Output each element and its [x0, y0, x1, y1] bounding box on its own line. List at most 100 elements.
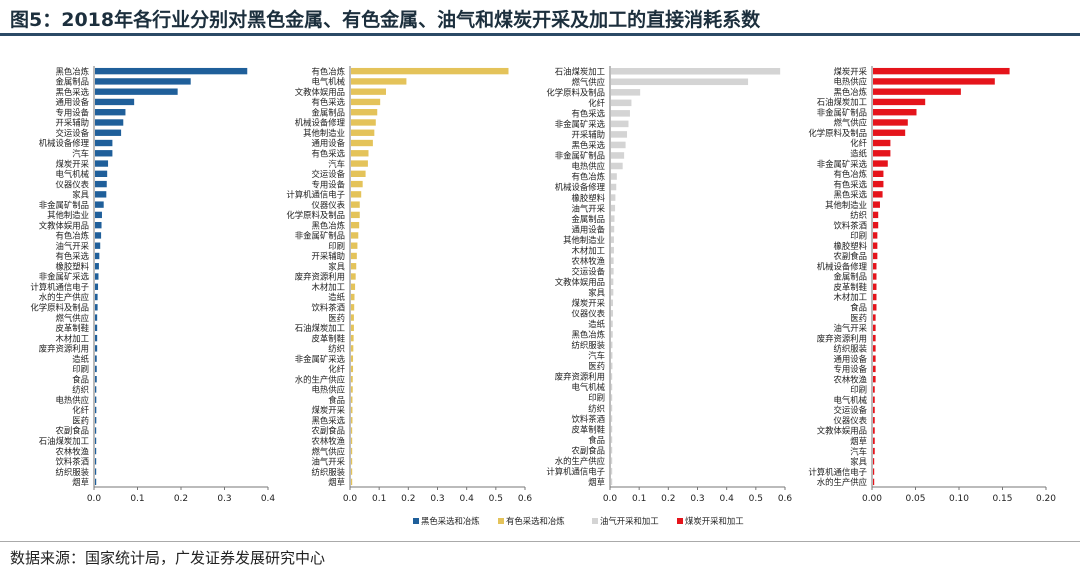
- chart-panel-2: 有色冶炼电气机械文教体娱用品有色采选金属制品机械设备修理其他制造业通用设备有色采…: [286, 66, 532, 504]
- x-tick-label: 0.20: [1036, 494, 1056, 504]
- x-tick-label: 0.5: [749, 494, 763, 504]
- bar: [873, 324, 876, 332]
- bar: [611, 478, 613, 485]
- category-label: 黑色采选: [56, 87, 90, 97]
- category-label: 水的生产供应: [555, 456, 605, 466]
- bar: [95, 293, 98, 301]
- category-label: 烟草: [72, 477, 89, 487]
- category-label: 医药: [850, 313, 867, 323]
- bar: [611, 404, 613, 412]
- bar: [351, 447, 353, 455]
- category-label: 电热供应: [572, 161, 606, 171]
- category-label: 纺织服装: [56, 467, 90, 477]
- category-label: 非金属矿采选: [555, 119, 606, 129]
- source-divider: [0, 541, 1080, 542]
- bar: [351, 334, 354, 342]
- bar: [95, 201, 104, 208]
- bar: [873, 98, 926, 106]
- category-label: 家具: [850, 457, 867, 467]
- bar: [95, 211, 102, 219]
- category-label: 印刷: [72, 364, 89, 374]
- category-label: 有色采选: [56, 251, 90, 261]
- bar: [611, 320, 613, 328]
- bar: [611, 152, 625, 159]
- category-label: 有色采选: [572, 109, 606, 119]
- bar: [351, 252, 357, 260]
- category-label: 化学原料及制品: [546, 88, 605, 98]
- title-divider: [0, 33, 1080, 36]
- bar: [351, 304, 355, 311]
- category-label: 水的生产供应: [817, 477, 867, 487]
- category-label: 计算机通信电子: [30, 282, 89, 292]
- bar: [95, 252, 100, 260]
- category-label: 农副食品: [56, 426, 90, 436]
- category-label: 有色采选: [312, 97, 346, 107]
- bar: [873, 201, 880, 208]
- category-label: 石油煤炭加工: [817, 97, 867, 107]
- category-label: 油气开采: [312, 457, 346, 467]
- category-label: 开采辅助: [56, 118, 90, 128]
- category-label: 食品: [850, 303, 867, 313]
- category-label: 农林牧渔: [312, 436, 346, 446]
- category-label: 交运设备: [56, 128, 90, 138]
- bar: [351, 160, 368, 167]
- bar: [611, 110, 630, 117]
- bar: [873, 211, 879, 219]
- bar: [873, 191, 883, 198]
- category-label: 文教体娱用品: [817, 426, 867, 436]
- bar: [873, 314, 876, 321]
- bar: [351, 437, 353, 444]
- x-tick-label: 0.3: [430, 494, 444, 504]
- bar: [873, 252, 878, 260]
- bar: [611, 162, 623, 170]
- category-label: 仪器仪表: [834, 415, 868, 425]
- category-label: 化学原料及制品: [808, 128, 867, 138]
- bar: [873, 119, 908, 126]
- bar: [873, 447, 875, 455]
- bar: [351, 232, 359, 239]
- bar: [351, 67, 509, 75]
- bar: [611, 225, 615, 233]
- category-label: 金属制品: [312, 107, 346, 117]
- category-label: 专用设备: [834, 364, 868, 374]
- chart-panel-3: 石油煤炭加工燃气供应化学原料及制品化纤有色采选非金属矿采选开采辅助黑色采选非金属…: [546, 66, 792, 504]
- bar: [873, 293, 877, 301]
- bar: [611, 246, 614, 254]
- category-label: 化纤: [328, 364, 345, 374]
- category-label: 家具: [72, 190, 89, 200]
- category-label: 橡胶塑料: [56, 261, 90, 271]
- category-label: 文教体娱用品: [295, 87, 345, 97]
- category-label: 皮革制鞋: [572, 424, 606, 434]
- bar: [351, 119, 376, 126]
- bar: [95, 98, 135, 106]
- bar: [873, 427, 875, 434]
- category-label: 非金属矿制品: [555, 151, 605, 161]
- bar: [95, 417, 97, 424]
- bar: [95, 396, 97, 403]
- bar: [351, 129, 375, 136]
- category-label: 农林牧渔: [572, 256, 606, 266]
- category-label: 电气机械: [312, 77, 346, 87]
- category-label: 家具: [588, 287, 605, 297]
- bar: [611, 352, 613, 359]
- bar: [873, 242, 878, 249]
- bar: [95, 376, 97, 383]
- category-label: 饮料茶酒: [834, 220, 868, 230]
- category-label: 橡胶塑料: [572, 193, 606, 203]
- bar: [95, 324, 98, 332]
- category-label: 木材加工: [572, 245, 606, 255]
- x-tick-label: 0.0: [603, 494, 618, 504]
- category-label: 燃气供应: [834, 118, 868, 128]
- bar: [95, 468, 97, 475]
- category-label: 油气开采: [572, 203, 606, 213]
- legend-label: 有色采选和冶炼: [506, 516, 565, 526]
- bar: [873, 78, 995, 85]
- bar: [611, 457, 613, 464]
- category-label: 非金属矿制品: [817, 107, 867, 117]
- category-label: 黑色采选: [834, 190, 868, 200]
- category-label: 非金属矿采选: [817, 159, 868, 169]
- category-label: 化学原料及制品: [30, 303, 89, 313]
- bar: [873, 458, 875, 465]
- bar: [611, 183, 617, 191]
- bar: [611, 278, 614, 286]
